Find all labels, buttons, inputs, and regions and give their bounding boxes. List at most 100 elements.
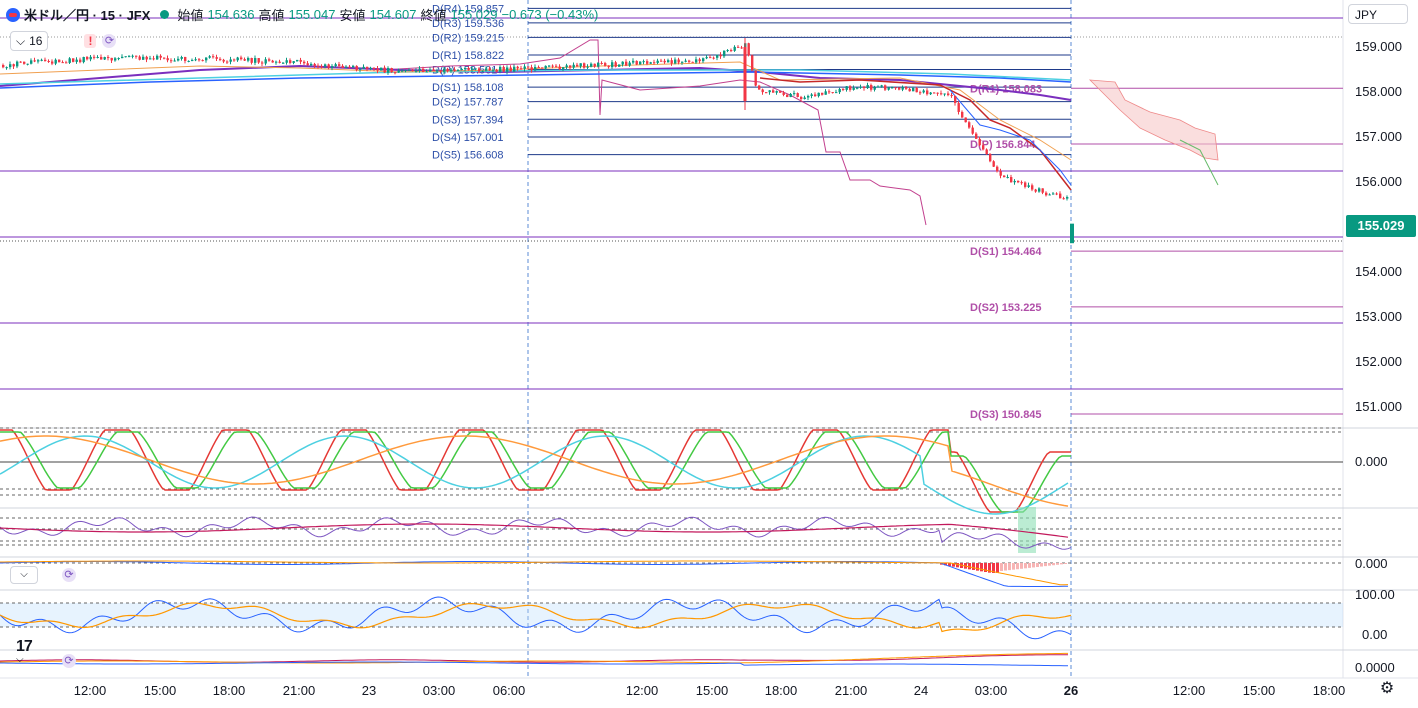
candle-body [919, 92, 922, 94]
pane-refresh-icon-2[interactable]: ⟳ [62, 654, 76, 668]
candle-body [44, 59, 47, 61]
symbol-logo-icon [6, 7, 20, 22]
candle-body [642, 61, 645, 63]
candle-body [1020, 182, 1023, 184]
candle-body [495, 69, 498, 72]
market-open-icon [160, 10, 170, 19]
candle-body [1048, 194, 1051, 196]
time-tick-label: 15:00 [144, 683, 177, 698]
candle-body [796, 93, 799, 98]
candle-body [292, 61, 295, 63]
candle-body [530, 67, 533, 71]
candle-body [502, 66, 505, 72]
candle-body [474, 68, 477, 70]
candle-body [467, 68, 470, 70]
candle-body [992, 161, 995, 167]
candle-body [758, 85, 761, 90]
pivot-label-left: D(S4) 157.001 [432, 132, 504, 144]
last-candle-body [1070, 223, 1074, 244]
candle-body [394, 72, 397, 74]
pivot-label-left: D(R1) 158.822 [432, 50, 504, 62]
macd-hist-bar [956, 563, 959, 568]
candle-body [58, 59, 61, 63]
candle-body [5, 67, 8, 69]
pane-collapse-button[interactable]: ⌵ [10, 566, 38, 584]
candle-body [387, 68, 390, 73]
candle-body [215, 57, 218, 59]
candle-body [401, 70, 404, 72]
refresh-icon[interactable]: ⟳ [102, 34, 117, 48]
candle-body [733, 46, 736, 51]
osc4-tick-label: 0.0000 [1355, 660, 1395, 675]
candle-body [96, 57, 99, 59]
pane-collapse-chevron-icon[interactable]: ⌵ [16, 654, 24, 665]
candle-body [86, 56, 89, 60]
pivot-label-left: D(R2) 159.215 [432, 32, 504, 44]
currency-selector[interactable]: JPY [1348, 4, 1408, 24]
candle-body [198, 59, 201, 61]
candle-body [527, 66, 530, 68]
pivot-label-left: D(R4) 159.857 [432, 3, 504, 15]
candle-body [1059, 193, 1062, 199]
indicator-toggle-button[interactable]: ⌵ 16 [10, 31, 49, 51]
candle-body [737, 46, 740, 48]
price-tick-label: 158.000 [1355, 84, 1402, 99]
pane-refresh-icon[interactable]: ⟳ [62, 568, 76, 582]
candle-body [765, 92, 768, 94]
candle-body [278, 61, 281, 63]
pivot-label-right: D(S1) 154.464 [970, 246, 1042, 258]
candle-body [989, 153, 992, 162]
candle-body [173, 60, 176, 62]
symbol-title[interactable]: 米ドル／円 · 15 · JFX [24, 8, 151, 23]
candle-body [61, 62, 64, 64]
low-label: 安値 [339, 8, 366, 23]
candle-body [268, 59, 271, 61]
candle-body [1031, 185, 1034, 190]
time-tick-label: 26 [1064, 683, 1078, 698]
candle-body [705, 57, 708, 59]
candle-body [838, 88, 841, 93]
candle-body [586, 66, 589, 68]
time-tick-label: 18:00 [213, 683, 246, 698]
time-tick-label: 24 [914, 683, 928, 698]
open-value: 154.636 [207, 7, 255, 22]
time-tick-label: 03:00 [975, 683, 1008, 698]
settings-gear-icon[interactable]: ⚙ [1379, 680, 1395, 697]
candle-body [548, 65, 551, 67]
time-tick-label: 06:00 [493, 683, 526, 698]
candle-body [103, 57, 106, 60]
candle-body [26, 63, 29, 65]
candle-body [457, 70, 460, 72]
open-label: 始値 [177, 8, 204, 23]
rsi-fast-line [0, 596, 1072, 640]
candle-body [299, 59, 302, 62]
candle-body [362, 66, 365, 69]
candle-body [324, 64, 327, 67]
candle-body [404, 70, 407, 72]
macd-hist-bar [944, 563, 947, 566]
stoch-slow-line [0, 435, 1069, 515]
candle-body [870, 85, 873, 90]
candle-body [996, 166, 999, 172]
alert-badge[interactable]: ! [84, 34, 97, 48]
candle-body [492, 69, 495, 71]
candle-body [922, 90, 925, 93]
candle-body [572, 64, 575, 68]
candle-body [649, 62, 652, 64]
macd-hist-bar [1032, 563, 1035, 568]
candle-body [628, 62, 631, 66]
candle-body [544, 65, 547, 69]
candle-body [1052, 193, 1055, 195]
stoch-k-line [0, 429, 1071, 513]
macd-hist-bar [1044, 563, 1047, 567]
candle-body [775, 91, 778, 93]
time-tick-label: 21:00 [283, 683, 316, 698]
candle-body [233, 59, 236, 61]
candle-body [201, 60, 204, 62]
macd-hist-bar [1064, 563, 1067, 564]
candle-body [355, 65, 358, 70]
candle-body [947, 93, 950, 96]
candle-body [1066, 197, 1069, 199]
price-tick-label: 156.000 [1355, 174, 1402, 189]
